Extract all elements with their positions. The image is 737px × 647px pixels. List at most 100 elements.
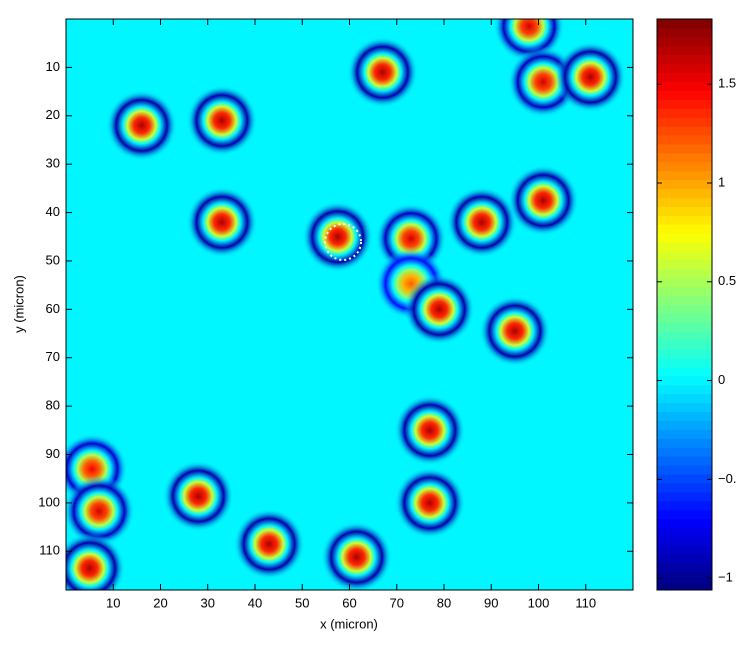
colorbar-band (657, 402, 712, 413)
peak (394, 467, 466, 539)
colorbar-tick-label: −0.5 (718, 471, 737, 486)
peak (186, 186, 258, 258)
colorbar-band (657, 72, 712, 82)
colorbar-band (657, 224, 712, 234)
x-tick-label: 80 (437, 595, 451, 610)
colorbar-band (657, 518, 712, 529)
colorbar-tick-label: 0 (718, 372, 725, 387)
colorbar-band (657, 233, 712, 243)
colorbar-band (657, 90, 712, 100)
colorbar-band (657, 179, 712, 190)
x-tick-label: 100 (528, 595, 550, 610)
peak (66, 475, 135, 547)
colorbar-band (657, 581, 712, 591)
peak (106, 90, 178, 161)
colorbar-band (657, 108, 712, 118)
peak (347, 36, 419, 108)
colorbar-tick-label: 1 (718, 174, 725, 189)
colorbar-band (657, 206, 712, 216)
colorbar-band (657, 63, 712, 74)
colorbar-band (657, 384, 712, 395)
colorbar-band (657, 500, 712, 511)
colorbar-band (657, 509, 712, 520)
peak (302, 201, 374, 273)
colorbar-band (657, 456, 712, 466)
colorbar-band (657, 482, 712, 493)
colorbar-band (657, 134, 712, 145)
x-tick-label: 30 (201, 595, 215, 610)
colorbar-tick-label: −1 (718, 570, 733, 585)
colorbar-band (657, 545, 712, 555)
colorbar-band (657, 527, 712, 537)
plot-area (66, 19, 633, 590)
colorbar-band (657, 27, 712, 38)
colorbar-band (657, 411, 712, 421)
colorbar-band (657, 117, 712, 127)
colorbar-band (657, 143, 712, 154)
colorbar-band (657, 563, 712, 573)
colorbar-band (657, 45, 712, 56)
colorbar-band (657, 465, 712, 475)
colorbar-band (657, 322, 712, 332)
colorbar-band (657, 447, 712, 457)
colorbar-tick-label: 0.5 (718, 273, 736, 288)
colorbar-band (657, 420, 712, 430)
colorbar-band (657, 536, 712, 546)
colorbar-band (657, 572, 712, 582)
y-tick-label: 40 (46, 204, 60, 219)
selection-circle (324, 223, 362, 261)
y-tick-label: 10 (46, 59, 60, 74)
colorbar-band (657, 259, 712, 270)
colorbar-band (657, 152, 712, 163)
colorbar-band (657, 393, 712, 404)
colorbar-band (657, 349, 712, 359)
x-tick-label: 60 (342, 595, 356, 610)
x-axis-label: x (micron) (320, 616, 378, 631)
y-tick-label: 90 (46, 446, 60, 461)
colorbar-band (657, 268, 712, 279)
colorbar-band (657, 277, 712, 288)
peak (233, 508, 305, 580)
colorbar-tick-label: 1.5 (718, 76, 736, 91)
peak (403, 273, 475, 345)
colorbar-band (657, 54, 712, 65)
colorbar-band (657, 295, 712, 305)
colorbar-band (657, 474, 712, 484)
peak (446, 186, 518, 258)
y-tick-label: 70 (46, 349, 60, 364)
x-tick-label: 20 (153, 595, 167, 610)
peak (186, 85, 258, 157)
colorbar-band (657, 19, 712, 29)
colorbar-band (657, 242, 712, 252)
colorbar-band (657, 491, 712, 502)
peak (321, 521, 393, 590)
colorbar-band (657, 429, 712, 439)
colorbar-band (657, 313, 712, 323)
colorbar-band (657, 554, 712, 564)
colorbar-band (657, 81, 712, 91)
y-axis-label: y (micron) (11, 275, 26, 333)
colorbar-band (657, 170, 712, 181)
x-tick-label: 10 (106, 595, 120, 610)
x-tick-label: 50 (295, 595, 309, 610)
colorbar-band (657, 99, 712, 109)
colorbar-band (657, 286, 712, 297)
y-tick-label: 30 (46, 156, 60, 171)
colorbar-band (657, 331, 712, 341)
colorbar-band (657, 161, 712, 172)
y-tick-label: 50 (46, 252, 60, 267)
y-tick-label: 20 (46, 107, 60, 122)
colorbar-band (657, 340, 712, 350)
x-tick-label: 70 (390, 595, 404, 610)
x-tick-label: 110 (575, 595, 596, 610)
peak (555, 41, 626, 113)
colorbar-band (657, 375, 712, 386)
y-tick-label: 80 (46, 398, 60, 413)
peak (394, 394, 466, 466)
y-tick-label: 110 (39, 543, 60, 558)
peak (66, 532, 126, 590)
colorbar-band (657, 358, 712, 368)
colorbar-band (657, 304, 712, 314)
